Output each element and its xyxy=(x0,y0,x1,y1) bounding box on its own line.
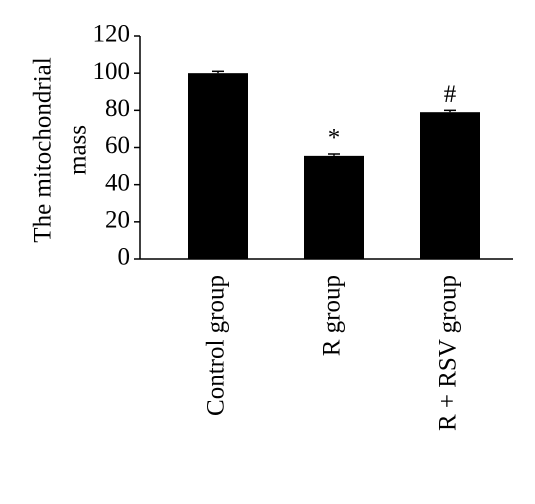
x-tick-label: Control group xyxy=(203,275,230,416)
y-tick-label: 80 xyxy=(105,95,130,122)
bar xyxy=(420,112,480,259)
y-axis-label: The mitochondrial xyxy=(30,57,57,242)
bar xyxy=(304,155,364,259)
y-tick-label: 40 xyxy=(105,169,130,196)
y-tick-label: 120 xyxy=(93,21,131,48)
y-tick-label: 20 xyxy=(105,207,130,234)
annotation: # xyxy=(444,81,457,108)
annotation: * xyxy=(328,125,341,152)
y-axis-label: mass xyxy=(65,125,92,175)
y-tick-label: 100 xyxy=(93,58,131,85)
bar xyxy=(188,73,248,260)
y-tick-label: 0 xyxy=(118,244,131,271)
x-tick-label: R group xyxy=(319,275,346,356)
y-tick-label: 60 xyxy=(105,132,130,159)
x-tick-label: R + RSV group xyxy=(435,275,462,431)
